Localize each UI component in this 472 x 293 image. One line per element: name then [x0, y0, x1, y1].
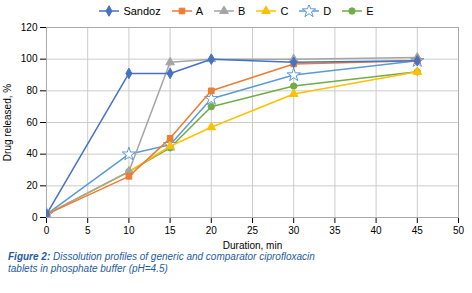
svg-text:5: 5 — [85, 225, 91, 236]
svg-text:20: 20 — [26, 180, 38, 191]
svg-text:60: 60 — [26, 117, 38, 128]
svg-text:120: 120 — [21, 22, 38, 33]
svg-text:10: 10 — [123, 225, 135, 236]
svg-text:80: 80 — [26, 85, 38, 96]
svg-text:20: 20 — [206, 225, 218, 236]
svg-text:30: 30 — [288, 225, 300, 236]
html-text:Figure 2: Dissolution profiles: Figure 2: Dissolution profiles of generi… — [8, 251, 315, 274]
html-text:E: E — [366, 5, 374, 17]
html-text:B: B — [238, 5, 246, 17]
svg-text:35: 35 — [329, 225, 341, 236]
svg-text:100: 100 — [21, 53, 38, 64]
svg-text:0: 0 — [32, 212, 38, 223]
svg-text:40: 40 — [26, 148, 38, 159]
html-text:A: A — [195, 5, 203, 17]
html-text:C: C — [280, 5, 289, 17]
svg-text:0: 0 — [44, 225, 50, 236]
svg-text:25: 25 — [247, 225, 259, 236]
svg-text:40: 40 — [371, 225, 383, 236]
html-text:D: D — [323, 5, 332, 17]
svg-text:Duration, min: Duration, min — [223, 240, 282, 251]
html-text:Sandoz: Sandoz — [123, 5, 161, 17]
svg-text:45: 45 — [412, 225, 424, 236]
svg-text:50: 50 — [453, 225, 465, 236]
svg-text:15: 15 — [165, 225, 177, 236]
svg-text:Drug released, %: Drug released, % — [2, 84, 13, 161]
